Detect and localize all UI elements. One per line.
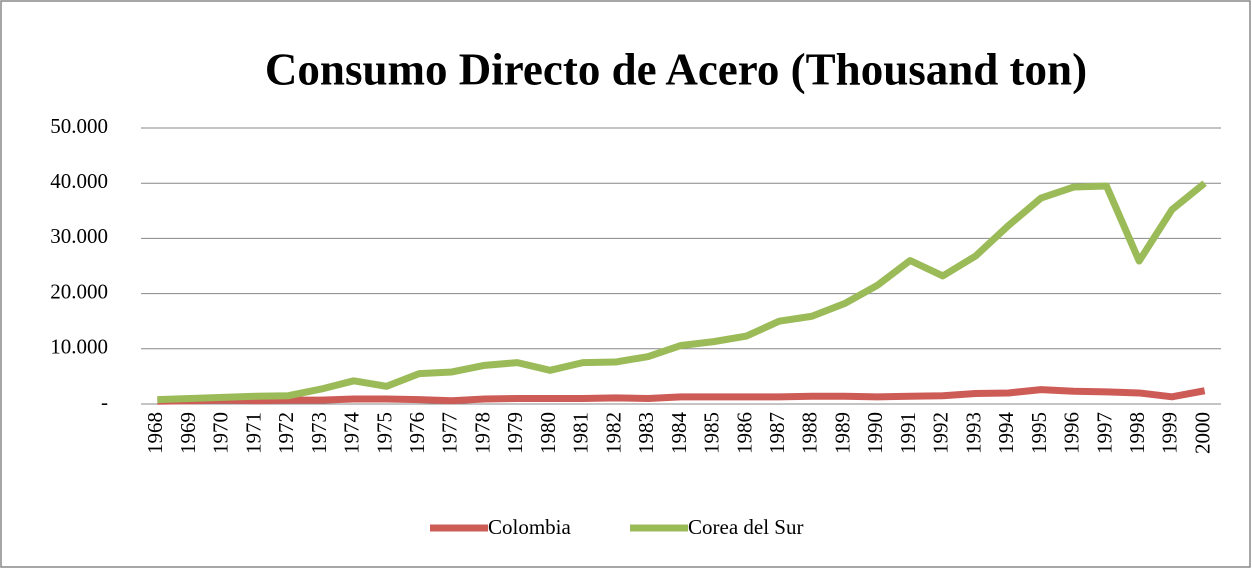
x-tick-label: 1985 bbox=[700, 412, 724, 454]
x-tick-label: 1992 bbox=[929, 412, 953, 454]
x-tick-label: 1979 bbox=[503, 412, 527, 454]
x-tick-label: 1984 bbox=[667, 412, 691, 455]
data-line bbox=[157, 180, 1207, 404]
x-tick-label: 1996 bbox=[1060, 412, 1084, 454]
x-tick-label: 1990 bbox=[863, 412, 887, 454]
x-tick-label: 1986 bbox=[732, 412, 756, 454]
y-tick-label: 10.000 bbox=[50, 335, 108, 359]
x-tick-label: 2000 bbox=[1190, 412, 1214, 454]
y-tick-label: 30.000 bbox=[50, 224, 108, 248]
x-tick-label: 1983 bbox=[634, 412, 658, 454]
x-tick-label: 1995 bbox=[1027, 412, 1051, 454]
x-tick-label: 1989 bbox=[830, 412, 854, 454]
x-tick-label: 1971 bbox=[241, 412, 265, 454]
legend-label: Corea del Sur bbox=[688, 515, 803, 539]
x-tick-label: 1980 bbox=[536, 412, 560, 454]
x-tick-label: 1998 bbox=[1125, 412, 1149, 454]
chart-title: Consumo Directo de Acero (Thousand ton) bbox=[265, 44, 1087, 94]
x-tick-label: 1988 bbox=[798, 412, 822, 454]
x-tick-label: 1969 bbox=[176, 412, 200, 454]
x-tick-label: 1987 bbox=[765, 412, 789, 454]
x-tick-label: 1968 bbox=[143, 412, 167, 454]
y-tick-label: 20.000 bbox=[50, 279, 108, 303]
x-tick-label: 1975 bbox=[372, 412, 396, 454]
y-tick-label: 40.000 bbox=[50, 169, 108, 193]
y-tick-label: - bbox=[101, 390, 108, 414]
x-tick-label: 1994 bbox=[994, 412, 1018, 455]
x-tick-label: 1993 bbox=[961, 412, 985, 454]
x-tick-label: 1973 bbox=[307, 412, 331, 454]
x-tick-label: 1997 bbox=[1092, 412, 1116, 454]
x-tick-label: 1977 bbox=[438, 412, 462, 454]
x-tick-label: 1991 bbox=[896, 412, 920, 454]
x-tick-label: 1970 bbox=[209, 412, 233, 454]
x-tick-label: 1972 bbox=[274, 412, 298, 454]
data-line bbox=[157, 386, 1206, 405]
x-tick-label: 1981 bbox=[569, 412, 593, 454]
x-tick-label: 1982 bbox=[601, 412, 625, 454]
x-tick-label: 1978 bbox=[470, 412, 494, 454]
x-tick-label: 1976 bbox=[405, 412, 429, 454]
x-tick-label: 1999 bbox=[1158, 412, 1182, 454]
legend-label: Colombia bbox=[488, 515, 572, 539]
y-tick-label: 50.000 bbox=[50, 114, 108, 138]
x-tick-label: 1974 bbox=[340, 412, 364, 455]
